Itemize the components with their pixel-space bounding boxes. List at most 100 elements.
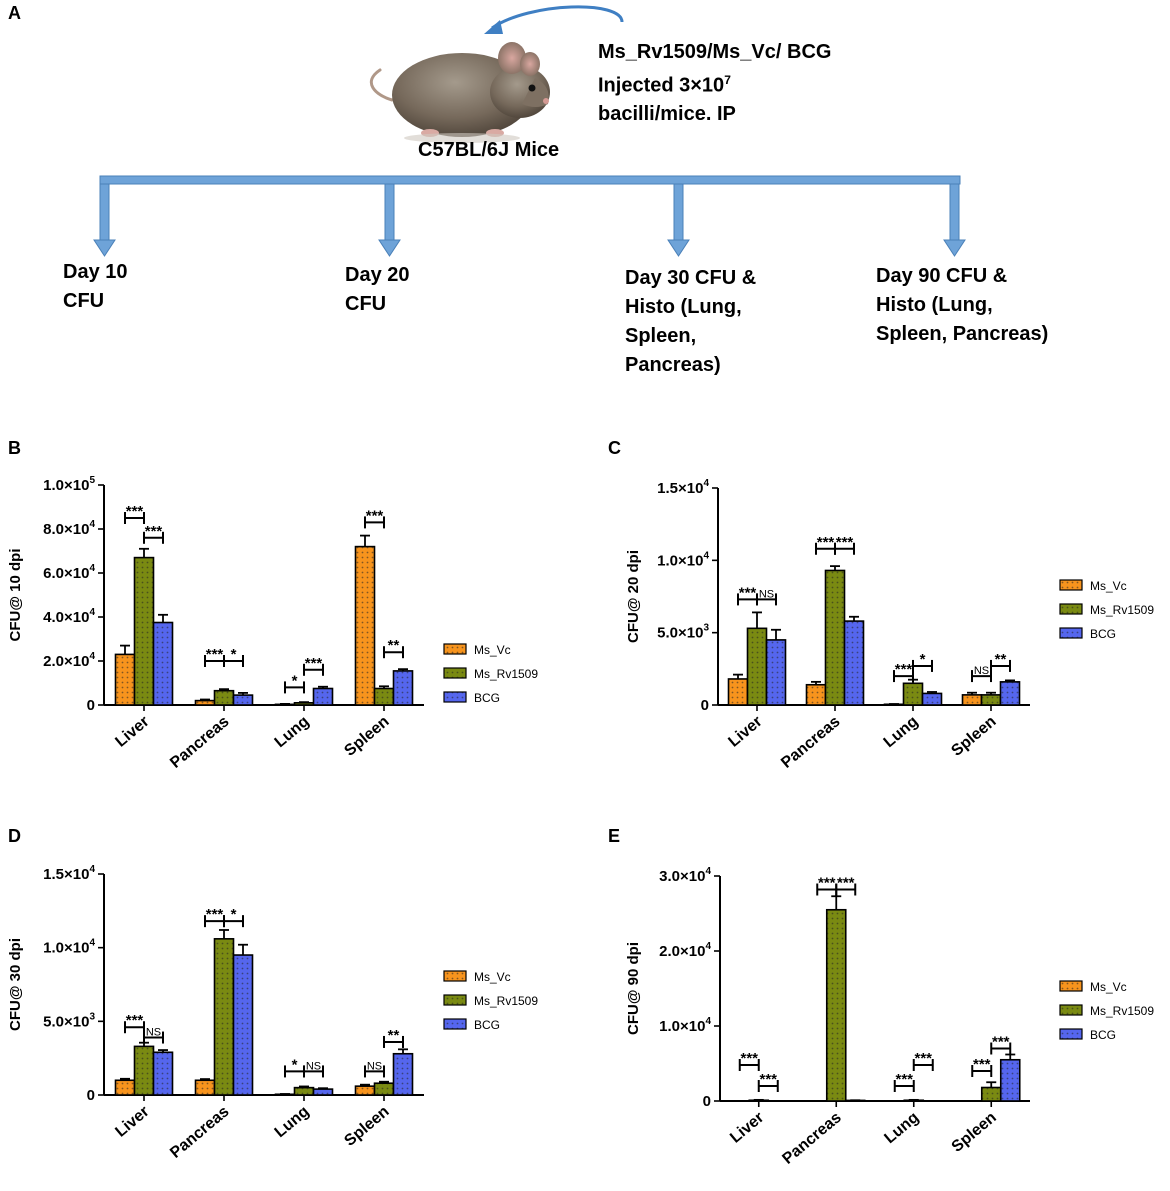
legend-label-bcg: BCG xyxy=(474,691,500,705)
y-tick-label: 6.0×104 xyxy=(43,563,95,582)
significance-label: *** xyxy=(973,1056,991,1073)
legend-swatch-ms-vc xyxy=(443,643,467,655)
legend-swatch-ms-rv1509 xyxy=(1059,1004,1083,1016)
significance-label: *** xyxy=(206,906,224,923)
legend-swatch-ms-rv1509 xyxy=(443,994,467,1006)
legend-label-bcg: BCG xyxy=(474,1018,500,1032)
bar-bcg-pancreas xyxy=(232,694,254,706)
injection-line-2: Injected 3×107 xyxy=(598,66,831,100)
bar-ms-rv1509-pancreas xyxy=(825,908,847,1102)
injection-dose: Injected 3×10 xyxy=(598,74,725,97)
day10-label: Day 10 CFU xyxy=(63,261,128,312)
x-tick-label-spleen: Spleen xyxy=(341,713,392,760)
x-tick-label-liver: Liver xyxy=(112,1103,152,1141)
significance-label: ** xyxy=(388,1027,400,1044)
mouse-label: C57BL/6J Mice xyxy=(418,139,560,161)
legend-label-ms-vc: Ms_Vc xyxy=(474,970,511,984)
day30-arrow xyxy=(667,183,690,257)
y-tick-label: 1.0×105 xyxy=(43,475,95,494)
chart-panel-c: 0 5.0×103 1.0×104 1.5×104 CFU@ 20 dpi Liver Pa… xyxy=(625,478,1154,772)
y-axis-label: CFU@ 30 dpi xyxy=(7,938,24,1031)
x-tick-label-lung: Lung xyxy=(272,1103,313,1141)
day20-arrow xyxy=(378,183,401,257)
bar-ms-rv1509-pancreas xyxy=(213,938,235,1096)
significance-label: * xyxy=(231,646,237,663)
bar-bcg-pancreas xyxy=(232,954,254,1096)
panel-label-d: D xyxy=(8,826,21,846)
bar-bcg-liver xyxy=(765,639,787,706)
significance-label: * xyxy=(920,651,926,668)
bar-ms-vc-liver xyxy=(114,1079,136,1096)
significance-label: NS xyxy=(974,665,989,677)
legend-swatch-ms-rv1509 xyxy=(1059,603,1083,615)
y-tick-label: 1.0×104 xyxy=(659,1016,711,1035)
y-tick-label: 1.0×104 xyxy=(43,938,95,957)
bar-ms-rv1509-spleen xyxy=(373,687,395,706)
bar-bcg-liver xyxy=(152,621,174,706)
legend-label-bcg: BCG xyxy=(1090,627,1116,641)
x-tick-label-spleen: Spleen xyxy=(341,1103,392,1150)
panel-label-a: A xyxy=(8,3,21,23)
x-tick-label-pancreas: Pancreas xyxy=(779,1109,845,1168)
bar-ms-rv1509-liver xyxy=(133,1045,155,1096)
y-axis-label: CFU@ 20 dpi xyxy=(625,550,642,643)
bar-bcg-spleen xyxy=(999,1058,1021,1102)
bar-ms-rv1509-lung xyxy=(902,682,924,706)
x-tick-label-liver: Liver xyxy=(725,713,765,751)
chart-panel-b: 0 2.0×104 4.0×104 6.0×104 8.0×104 1.0×105 CFU@… xyxy=(7,475,538,772)
legend-swatch-ms-vc xyxy=(1059,579,1083,591)
y-tick-label: 0 xyxy=(87,697,95,714)
significance-label: * xyxy=(292,672,298,689)
legend-swatch-ms-vc xyxy=(1059,980,1083,992)
significance-label: NS xyxy=(306,1060,321,1072)
injection-line-1: Ms_Rv1509/Ms_Vc/ BCG xyxy=(598,41,832,63)
bar-ms-rv1509-liver xyxy=(133,556,155,706)
y-tick-label: 2.0×104 xyxy=(659,941,711,960)
chart-panel-d: 0 5.0×103 1.0×104 1.5×104 CFU@ 30 dpi Liver Pa… xyxy=(7,864,538,1162)
day30-label: Day 30 CFU & Histo (Lung, Spleen, Pancre… xyxy=(625,267,757,376)
bar-ms-vc-spleen xyxy=(961,694,983,706)
legend-swatch-bcg xyxy=(443,691,467,703)
bar-ms-vc-liver xyxy=(727,678,749,706)
panel-label-e: E xyxy=(608,826,621,846)
x-tick-label-liver: Liver xyxy=(727,1109,767,1147)
legend-label-ms-rv1509: Ms_Rv1509 xyxy=(474,667,538,681)
legend-swatch-bcg xyxy=(1059,627,1083,639)
x-tick-label-lung: Lung xyxy=(881,713,922,751)
panel-label-b: B xyxy=(8,438,21,458)
significance-label: *** xyxy=(126,1012,144,1029)
bar-ms-rv1509-pancreas xyxy=(213,689,235,706)
timeline-bar xyxy=(99,175,961,185)
significance-label: *** xyxy=(992,1034,1010,1051)
y-tick-label: 1.0×104 xyxy=(657,550,709,569)
y-tick-label: 2.0×104 xyxy=(43,651,95,670)
significance-label: *** xyxy=(817,534,835,551)
bar-bcg-lung xyxy=(921,692,943,706)
day10-arrow xyxy=(93,183,116,257)
y-tick-label: 0 xyxy=(701,697,709,714)
bar-ms-rv1509-pancreas xyxy=(824,569,846,706)
bar-bcg-pancreas xyxy=(843,620,865,706)
bar-ms-vc-spleen xyxy=(354,545,376,706)
bar-ms-rv1509-lung xyxy=(293,1086,315,1096)
bar-bcg-spleen xyxy=(999,681,1021,706)
legend-swatch-bcg xyxy=(443,1018,467,1030)
bar-ms-vc-spleen xyxy=(354,1085,376,1096)
significance-label: *** xyxy=(759,1071,777,1088)
bar-bcg-lung xyxy=(312,1088,334,1096)
timeline-diagram xyxy=(93,5,966,257)
significance-label: *** xyxy=(818,875,836,892)
x-tick-label-spleen: Spleen xyxy=(948,713,999,760)
y-tick-label: 8.0×104 xyxy=(43,519,95,538)
day20-label: Day 20 CFU xyxy=(345,264,410,315)
significance-label: * xyxy=(231,906,237,923)
legend-label-bcg: BCG xyxy=(1090,1028,1116,1042)
significance-label: *** xyxy=(126,503,144,520)
bar-ms-rv1509-lung xyxy=(293,702,315,706)
significance-label: *** xyxy=(895,661,913,678)
injection-dose-exponent: 7 xyxy=(724,73,731,87)
legend-label-ms-vc: Ms_Vc xyxy=(1090,980,1127,994)
significance-label: *** xyxy=(206,646,224,663)
chart-panel-e: 0 1.0×104 2.0×104 3.0×104 CFU@ 90 dpi Liver Pa… xyxy=(625,866,1154,1168)
bar-ms-vc-pancreas xyxy=(194,1079,216,1096)
